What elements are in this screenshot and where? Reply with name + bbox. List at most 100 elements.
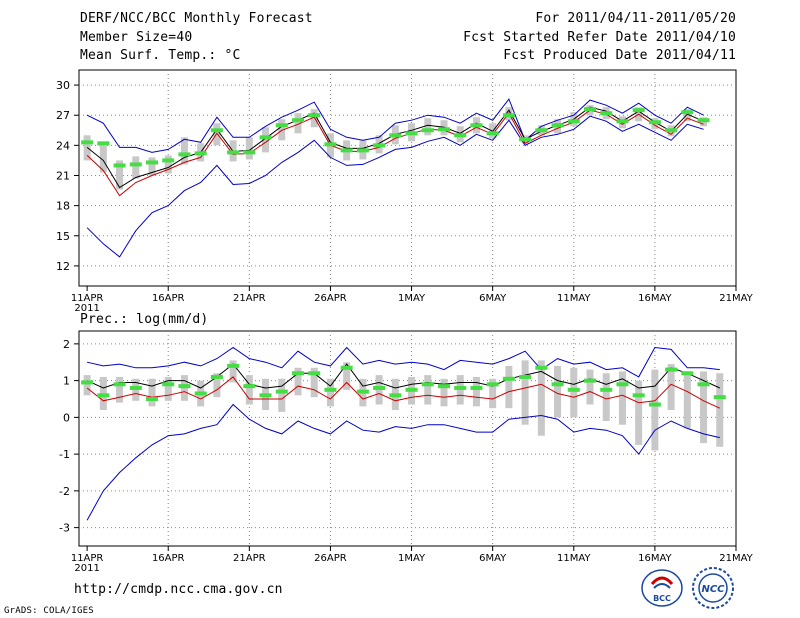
temperature-observed-mark [243,150,256,155]
precipitation-spread-bar [424,375,432,405]
temperature-year-label: 2011 [74,303,99,314]
precipitation-observed-mark [113,382,126,387]
precipitation-spread-bar [294,367,302,396]
precipitation-xtick-label: 11MAY [557,553,591,564]
precipitation-spread-bar [310,367,318,398]
precipitation-spread-bar [472,376,480,407]
temperature-observed-mark [146,160,158,165]
temperature-observed-mark [632,108,645,113]
precipitation-observed-mark [648,402,661,407]
temperature-spread-bar [245,137,253,160]
temperature-observed-mark [697,118,710,123]
temperature-observed-mark [600,111,613,116]
temperature-observed-mark [421,128,434,133]
temperature-observed-mark [681,110,694,115]
temperature-spread-bar [132,156,140,179]
precipitation-ytick-label: 2 [63,338,70,351]
precipitation-observed-mark [356,389,369,394]
precipitation-observed-mark [178,384,191,389]
precipitation-spread-bar [245,375,253,405]
precipitation-spread-bar [667,364,675,411]
precipitation-observed-mark [438,384,450,389]
temperature-observed-mark [129,162,142,167]
precipitation-spread-bar [505,365,513,409]
precipitation-panel: -3 -2 -1 0 1 2 11APR 16APR 21APR 26APR 1MAY 6MAY 11M… [59,330,754,574]
temperature-spread-bar [262,127,270,153]
temperature-observed-mark [162,158,175,163]
precipitation-spread-bar [683,371,691,429]
precipitation-xtick-label: 11APR [71,553,104,564]
bcc-logo-graphic: BCC [641,569,683,607]
precipitation-spread-bar [148,378,156,407]
precipitation-observed-mark [324,387,337,392]
temperature-spread-bar [116,160,124,190]
temperature-observed-mark [470,123,483,128]
precipitation-observed-mark [292,371,304,376]
precipitation-observed-mark [454,385,467,390]
temperature-observed-mark [356,148,369,153]
temperature-observed-mark [454,133,467,138]
temperature-observed-mark [259,135,272,140]
precipitation-spread-bar [618,371,626,425]
chart-title: DERF/NCC/BCC Monthly Forecast [80,11,313,26]
temperature-spread-bar [99,145,107,173]
precipitation-observed-mark [373,385,386,390]
temperature-observed-mark [535,128,548,133]
member-size-label: Member Size=40 [80,30,193,45]
temperature-ytick-label: 15 [56,230,70,243]
bcc-logo-text: BCC [653,594,671,603]
temperature-observed-mark [210,128,223,133]
precipitation-spread-bar [521,360,529,425]
precipitation-spread-bar [537,360,545,436]
precipitation-xtick-label: 1MAY [398,553,426,564]
precipitation-ytick-label: -3 [59,522,70,535]
precipitation-observed-mark [600,387,613,392]
precipitation-observed-mark [146,396,158,401]
precipitation-observed-mark [389,393,402,398]
precipitation-observed-mark [681,371,694,376]
precipitation-spread-bar [554,365,562,418]
temperature-xtick-label: 11MAY [557,293,591,304]
precipitation-observed-mark [519,374,532,379]
temperature-xtick-label: 21APR [233,293,266,304]
precipitation-observed-mark [162,382,175,387]
ncc-logo-text: NCC [701,584,725,595]
precipitation-observed-mark [535,365,548,370]
temperature-spread-bar [164,155,172,174]
source-url[interactable]: http://cmdp.ncc.cma.gov.cn [74,582,283,597]
precipitation-spread-bar [440,378,448,407]
precipitation-spread-bar [489,378,497,409]
precipitation-observed-mark [129,385,142,390]
precipitation-xtick-label: 6MAY [479,553,507,564]
precipitation-ytick-label: -2 [59,485,70,498]
temperature-spread-bar [213,123,221,146]
precipitation-frame [78,330,737,547]
temperature-observed-mark [519,137,532,142]
temperature-observed-mark [340,148,353,153]
grads-credit: GrADS: COLA/IGES [4,606,94,616]
temperature-observed-mark [486,131,499,136]
precipitation-observed-mark [665,367,678,372]
precipitation-spread-bar [635,380,643,445]
temperature-min-line [86,115,704,258]
temperature-ytick-label: 21 [56,169,70,182]
precipitation-observed-mark [584,378,596,383]
temperature-xtick-label: 16APR [152,293,185,304]
ncc-logo: NCC [690,566,736,610]
precipitation-observed-mark [632,393,645,398]
precipitation-observed-mark [486,382,499,387]
precipitation-ytick-label: 0 [63,411,70,424]
temperature-panel: 12 15 18 21 24 27 30 11APR 16APR 21APR 26APR 1MAY 6M… [56,69,754,314]
temperature-observed-mark [438,127,450,132]
started-refer-date-label: Fcst Started Refer Date 2011/04/10 [463,30,736,45]
precipitation-observed-mark [243,384,256,389]
precipitation-mean-line [86,363,721,389]
temperature-max-line [86,98,704,153]
temperature-xtick-label: 26APR [314,293,347,304]
temperature-observed-mark [665,128,678,133]
temperature-frame [78,69,737,287]
temperature-observed-mark [308,113,321,118]
precipitation-max-line [86,346,720,378]
precipitation-observed-mark [275,389,288,394]
